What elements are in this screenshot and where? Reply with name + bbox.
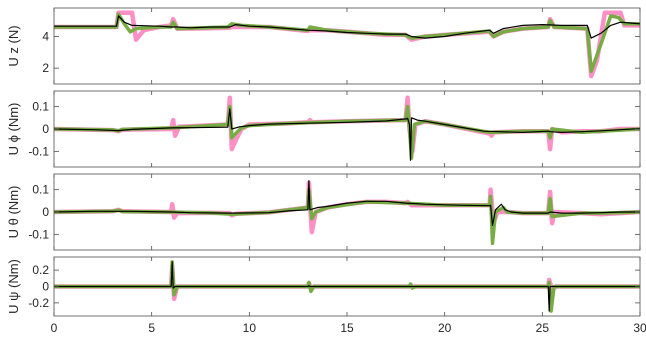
subplot-2: 0.1 0 -0.1 U ϕ (Nm): [6, 90, 641, 168]
y-tick-label: -0.2: [28, 296, 49, 310]
subplot-4: 0.2 0 -0.2 U ψ (Nm): [6, 256, 641, 317]
plot-area: [54, 260, 640, 313]
y-tick-label: -0.1: [28, 227, 49, 241]
series-line-2: [54, 104, 640, 160]
x-tick-label: 5: [148, 321, 155, 335]
plot-area: [54, 95, 640, 161]
series-line-3: [54, 108, 640, 161]
x-tick-label: 0: [51, 321, 58, 335]
y-tick-label: 0.2: [32, 263, 49, 277]
series-line-3: [54, 261, 640, 312]
subplot-3: 0.1 0 -0.1 U θ (Nm): [6, 173, 641, 251]
y-tick-label: -0.1: [28, 144, 49, 158]
x-tick-label: 20: [438, 321, 452, 335]
y-tick-label: 0.1: [32, 100, 49, 114]
y-axis-label: U ϕ (Nm): [6, 103, 21, 156]
y-tick-label: 0: [42, 280, 49, 294]
y-tick-label: 0: [42, 122, 49, 136]
y-axis-label: U ψ (Nm): [6, 259, 21, 314]
y-tick-label: 0.1: [32, 183, 49, 197]
plot-area: [54, 180, 640, 246]
y-axis-label: U θ (Nm): [6, 186, 21, 239]
y-tick-label: 2: [42, 61, 49, 75]
y-tick-label: 4: [42, 30, 49, 44]
series-line-1: [54, 95, 640, 154]
series-line-3: [54, 15, 640, 39]
x-tick-label: 10: [243, 321, 257, 335]
x-tick-label: 30: [633, 321, 646, 335]
subplot-1: 2 4 U z (N): [6, 7, 641, 85]
series-line-3: [54, 180, 640, 226]
series-line-2: [54, 12, 640, 74]
x-tick-label: 25: [536, 321, 550, 335]
y-axis-label: U z (N): [6, 25, 21, 66]
y-tick-label: 0: [42, 205, 49, 219]
plot-area: [54, 10, 640, 79]
x-tick-label: 15: [340, 321, 354, 335]
